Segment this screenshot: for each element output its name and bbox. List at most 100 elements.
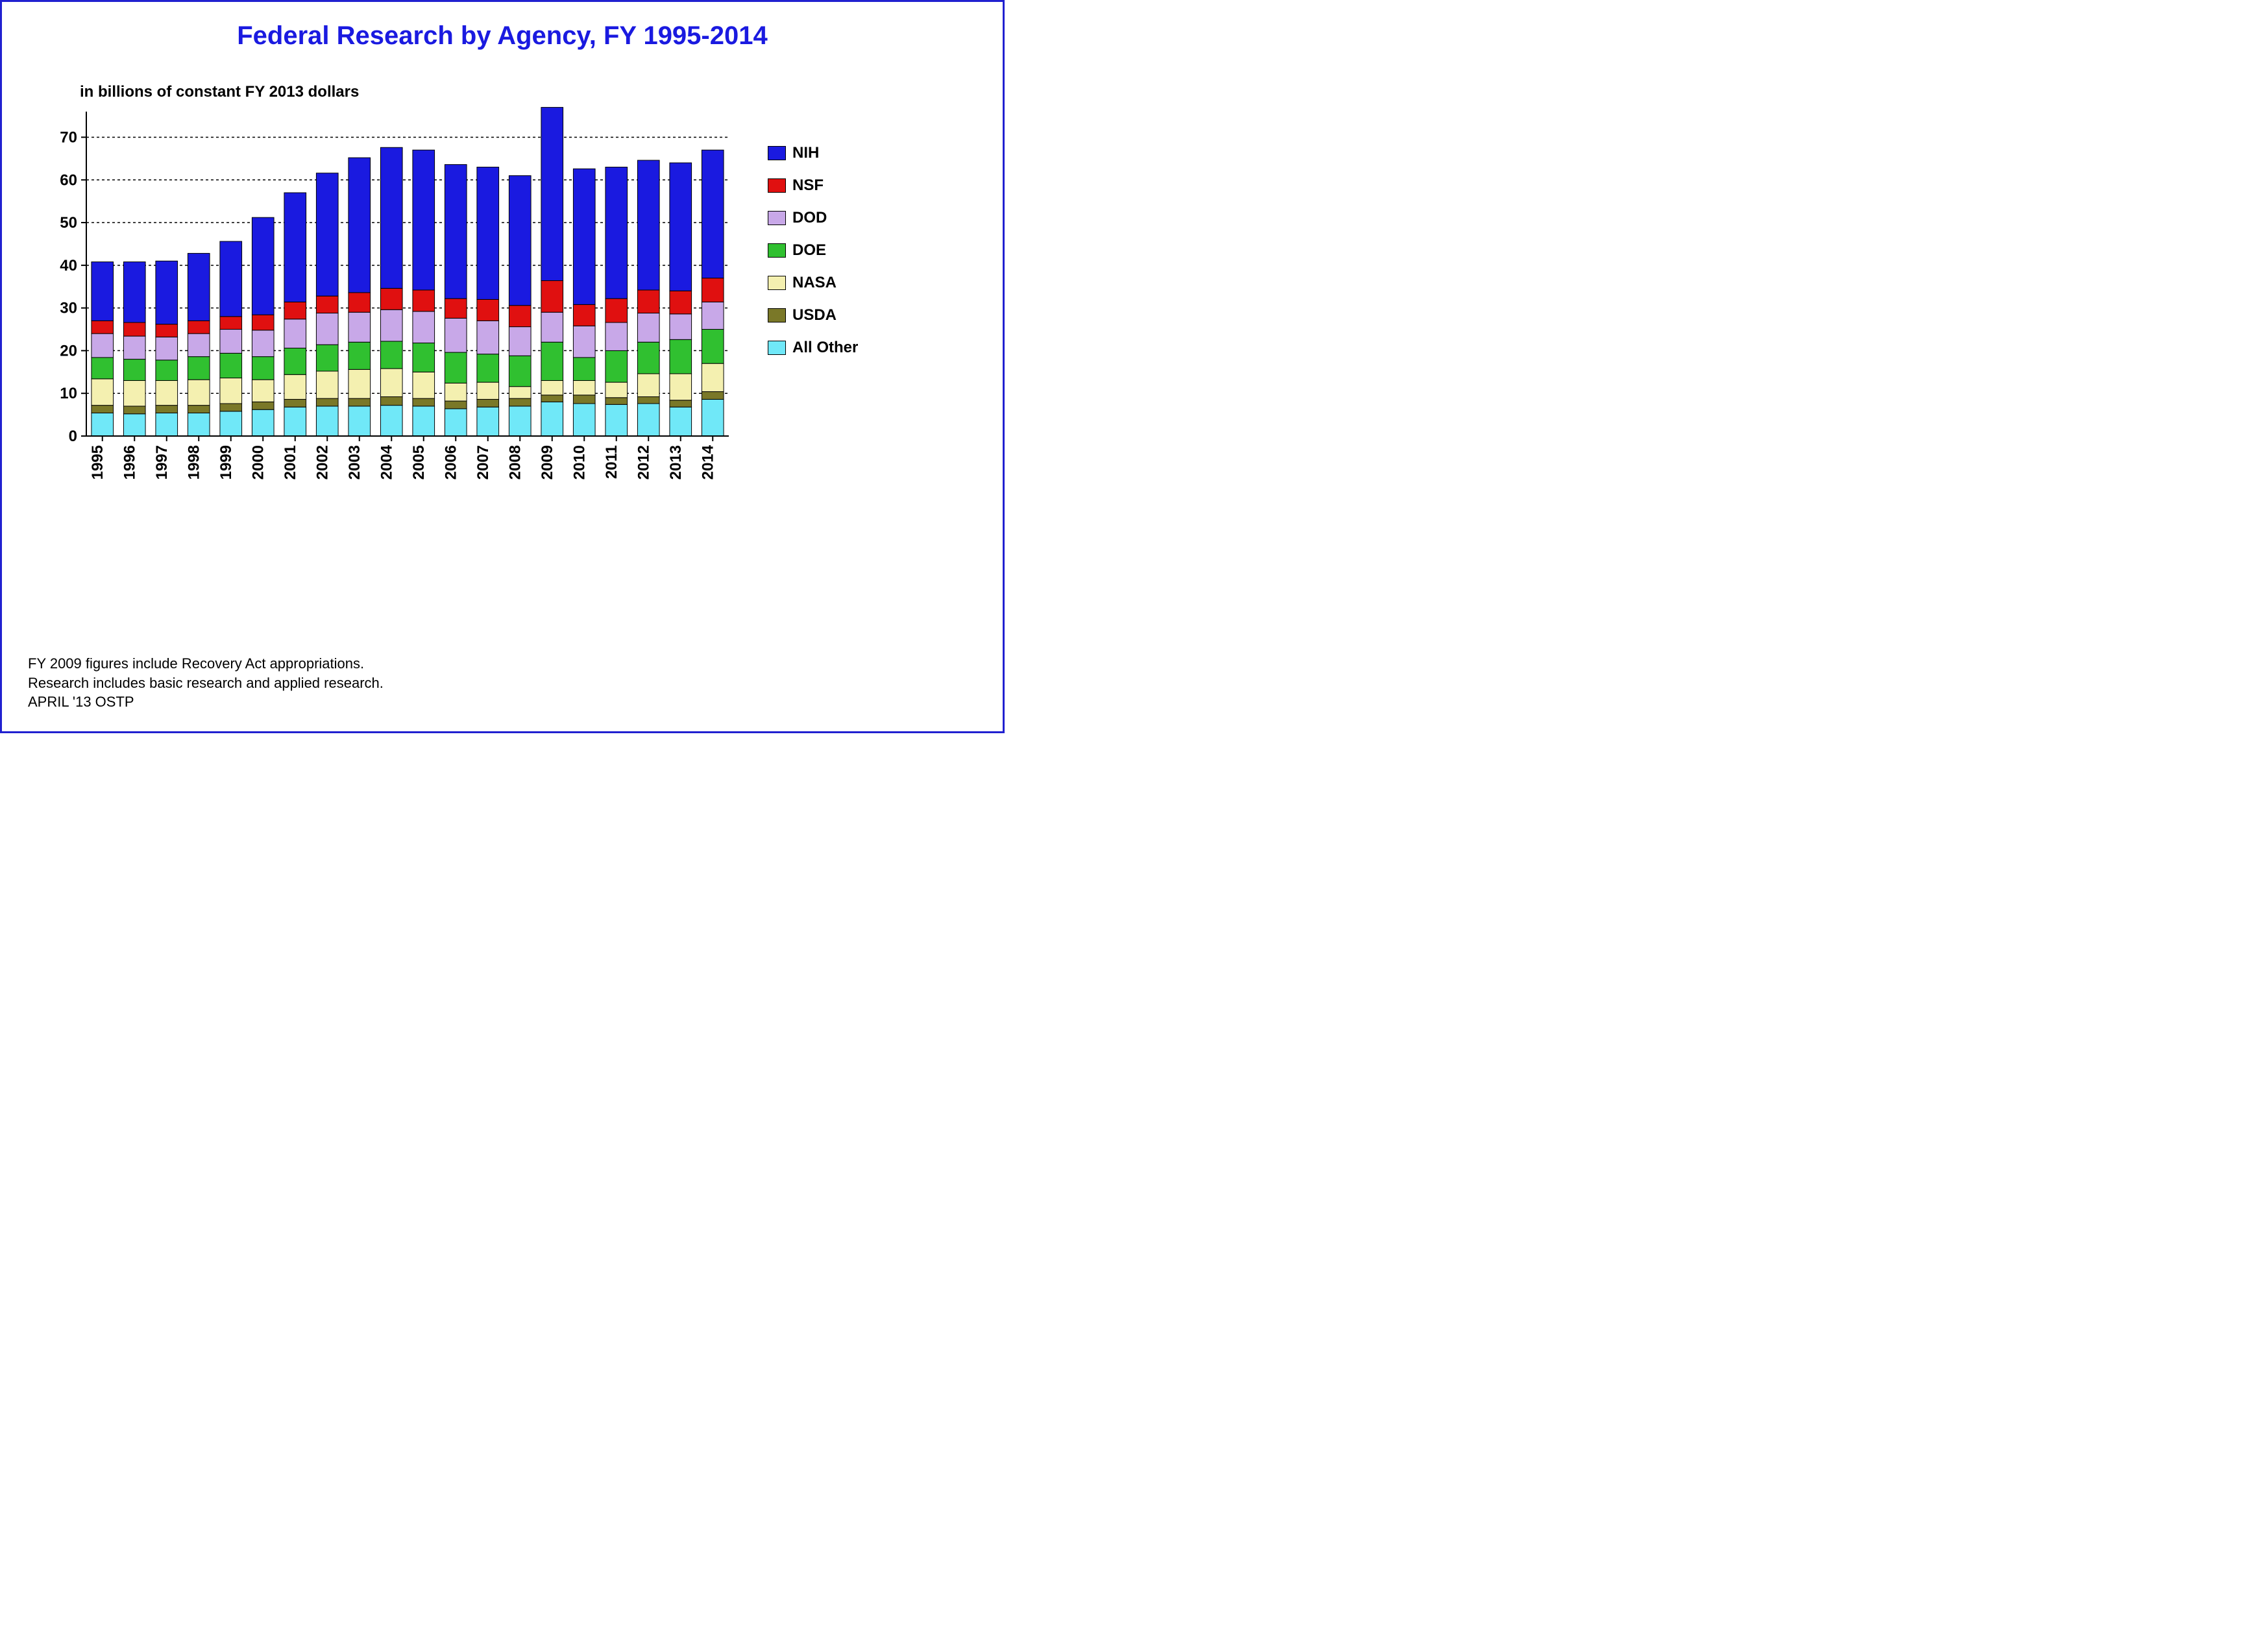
x-tick-label: 1998 xyxy=(185,445,202,480)
bar-segment xyxy=(573,358,595,381)
bar-segment xyxy=(156,413,178,436)
footnote-line: APRIL '13 OSTP xyxy=(28,692,384,712)
y-tick-label: 70 xyxy=(60,128,77,146)
legend-label: NIH xyxy=(792,144,819,162)
legend-item: NIH xyxy=(768,144,858,162)
footnote-line: FY 2009 figures include Recovery Act app… xyxy=(28,654,384,674)
chart-plot: 0102030405060701995199619971998199920002… xyxy=(28,105,742,517)
legend-item: DOD xyxy=(768,209,858,227)
bar-segment xyxy=(123,406,145,414)
bar-segment xyxy=(477,354,499,382)
bar-segment xyxy=(188,321,210,334)
bar-segment xyxy=(477,299,499,321)
bar-segment xyxy=(573,326,595,358)
bar-segment xyxy=(92,358,114,379)
bar-segment xyxy=(123,336,145,359)
bar-segment xyxy=(541,281,563,313)
bar-segment xyxy=(156,261,178,324)
legend-label: NASA xyxy=(792,274,837,292)
x-tick-label: 2014 xyxy=(699,444,716,480)
bar-segment xyxy=(413,406,435,436)
bar-segment xyxy=(509,306,531,327)
bar-segment xyxy=(605,322,628,350)
bar-segment xyxy=(220,317,242,330)
legend-item: DOE xyxy=(768,241,858,260)
bar-segment xyxy=(413,150,435,290)
legend-item: NASA xyxy=(768,274,858,292)
legend-swatch xyxy=(768,243,786,258)
x-tick-label: 2013 xyxy=(667,445,685,480)
x-tick-label: 2009 xyxy=(539,445,556,480)
bar-segment xyxy=(541,380,563,395)
bar-segment xyxy=(220,330,242,354)
bar-segment xyxy=(509,356,531,386)
bar-segment xyxy=(188,380,210,405)
bar-segment xyxy=(541,312,563,342)
bar-segment xyxy=(637,342,659,374)
bar-segment xyxy=(573,395,595,404)
bar-segment xyxy=(702,330,724,364)
bar-segment xyxy=(509,398,531,406)
bar-segment xyxy=(637,374,659,397)
legend-swatch xyxy=(768,308,786,322)
legend-label: DOE xyxy=(792,241,826,260)
bar-segment xyxy=(284,302,306,319)
bar-segment xyxy=(348,342,371,369)
bar-segment xyxy=(252,217,274,315)
bar-segment xyxy=(188,406,210,413)
bar-segment xyxy=(445,318,467,352)
bar-segment xyxy=(605,298,628,322)
x-tick-label: 2003 xyxy=(346,445,363,480)
bar-segment xyxy=(156,337,178,360)
bar-segment xyxy=(670,407,692,436)
bar-segment xyxy=(637,290,659,313)
bar-segment xyxy=(252,409,274,436)
bar-segment xyxy=(702,363,724,391)
legend-label: All Other xyxy=(792,339,858,357)
bar-segment xyxy=(509,387,531,398)
y-tick-label: 10 xyxy=(60,385,77,402)
bar-segment xyxy=(670,163,692,291)
bar-segment xyxy=(188,413,210,436)
bar-segment xyxy=(637,404,659,436)
bar-segment xyxy=(413,398,435,406)
bar-segment xyxy=(445,401,467,409)
y-tick-label: 40 xyxy=(60,257,77,274)
bar-segment xyxy=(284,193,306,302)
bar-segment xyxy=(284,319,306,348)
bar-segment xyxy=(637,313,659,343)
bar-segment xyxy=(284,374,306,399)
bar-segment xyxy=(316,406,338,436)
bar-segment xyxy=(413,372,435,398)
bar-segment xyxy=(509,327,531,356)
x-tick-label: 1997 xyxy=(153,445,171,480)
bar-segment xyxy=(702,150,724,278)
bar-segment xyxy=(156,324,178,337)
bar-segment xyxy=(252,380,274,402)
y-tick-label: 20 xyxy=(60,342,77,359)
legend-item: All Other xyxy=(768,339,858,357)
bar-segment xyxy=(637,160,659,290)
legend-swatch xyxy=(768,146,786,160)
bar-segment xyxy=(477,407,499,436)
stacked-bar-svg: 0102030405060701995199619971998199920002… xyxy=(28,105,742,514)
bar-segment xyxy=(605,167,628,299)
bar-segment xyxy=(92,379,114,406)
bar-segment xyxy=(380,406,402,436)
bar-segment xyxy=(92,334,114,358)
bar-segment xyxy=(123,380,145,406)
legend-label: DOD xyxy=(792,209,827,227)
bar-segment xyxy=(413,343,435,372)
chart-subtitle: in billions of constant FY 2013 dollars xyxy=(80,83,977,101)
y-tick-label: 0 xyxy=(69,428,77,445)
bar-segment xyxy=(252,330,274,357)
bar-segment xyxy=(380,310,402,341)
bar-segment xyxy=(284,348,306,374)
legend-swatch xyxy=(768,276,786,290)
bar-segment xyxy=(92,262,114,321)
bar-segment xyxy=(348,158,371,293)
bar-segment xyxy=(477,382,499,399)
bar-segment xyxy=(637,396,659,404)
bar-segment xyxy=(541,402,563,436)
bar-segment xyxy=(670,314,692,339)
